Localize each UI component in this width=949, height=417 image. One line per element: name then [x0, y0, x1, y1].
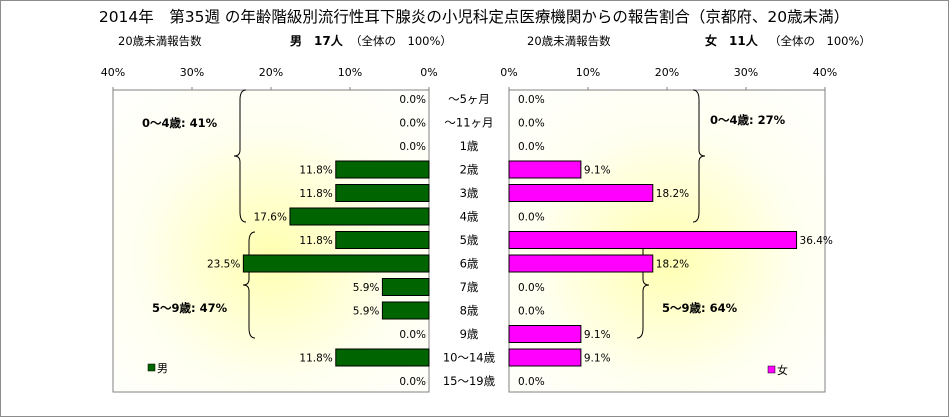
- male-bar: [289, 207, 430, 226]
- left-group2-label: 5～9歳: 47%: [152, 301, 228, 315]
- male-bar: [335, 160, 430, 179]
- female-value-label: 36.4%: [800, 235, 833, 247]
- male-value-label: 0.0%: [399, 329, 426, 341]
- left-x-tick-label: 30%: [180, 66, 204, 79]
- right-group2-label: 5～9歳: 64%: [662, 301, 738, 315]
- male-value-label: 5.9%: [353, 282, 380, 294]
- male-bar: [381, 278, 430, 296]
- category-label: 9歳: [460, 327, 479, 341]
- legend-female-swatch: [767, 365, 776, 374]
- category-label: 8歳: [460, 304, 479, 318]
- left-bracket-0-4: [233, 89, 247, 223]
- female-value-label: 9.1%: [584, 353, 611, 365]
- female-value-label: 18.2%: [656, 188, 689, 200]
- category-label: 10～14歳: [443, 351, 496, 365]
- category-label: 7歳: [460, 280, 479, 294]
- female-value-label: 0.0%: [518, 212, 545, 224]
- category-label: 6歳: [460, 257, 479, 271]
- female-value-label: 9.1%: [584, 329, 611, 341]
- female-value-label: 0.0%: [518, 306, 545, 318]
- female-value-label: 0.0%: [518, 141, 545, 153]
- male-value-label: 11.8%: [299, 188, 332, 200]
- male-value-label: 0.0%: [399, 118, 426, 130]
- male-bar: [335, 348, 430, 367]
- category-label: 5歳: [460, 233, 479, 247]
- category-label: 4歳: [460, 210, 479, 224]
- left-subtitle: 20歳未満報告数: [118, 34, 202, 48]
- right-x-tick-label: 30%: [734, 66, 758, 79]
- female-bar: [508, 325, 582, 343]
- right-x-tick-label: 0%: [500, 66, 517, 79]
- category-label: ～5ヶ月: [448, 92, 490, 106]
- category-label: ～11ヶ月: [444, 116, 493, 130]
- male-value-label: 11.8%: [299, 353, 332, 365]
- left-count-label: 男 17人: [290, 33, 344, 48]
- male-bar: [242, 254, 430, 273]
- left-x-tick-label: 0%: [420, 66, 437, 79]
- female-bar: [508, 184, 654, 202]
- right-group1-label: 0～4歳: 27%: [710, 113, 786, 127]
- category-label: 1歳: [460, 139, 479, 153]
- male-value-label: 11.8%: [299, 235, 332, 247]
- right-subtitle: 20歳未満報告数: [527, 34, 611, 48]
- legend-male-swatch: [147, 363, 156, 372]
- right-x-tick-label: 40%: [813, 66, 837, 79]
- left-x-tick-label: 40%: [101, 66, 125, 79]
- male-value-label: 17.6%: [254, 212, 287, 224]
- right-total-label: （全体の 100%）: [769, 34, 871, 48]
- right-bracket-0-4: [692, 89, 706, 223]
- category-label: 2歳: [460, 163, 479, 177]
- male-value-label: 23.5%: [207, 259, 240, 271]
- category-label: 15～19歳: [443, 374, 496, 388]
- left-bracket-5-9: [242, 231, 256, 339]
- male-value-label: 11.8%: [299, 165, 332, 177]
- female-bar: [508, 231, 798, 249]
- category-label: 3歳: [460, 186, 479, 200]
- left-total-label: （全体の 100%）: [350, 34, 452, 48]
- female-value-label: 0.0%: [518, 376, 545, 388]
- female-bar: [508, 254, 654, 273]
- legend-male-label: 男: [157, 362, 168, 375]
- left-group1-label: 0～4歳: 41%: [142, 116, 218, 130]
- right-count-label: 女 11人: [705, 33, 759, 48]
- legend-female-label: 女: [777, 363, 788, 377]
- female-value-label: 0.0%: [518, 118, 545, 130]
- male-bar: [381, 301, 430, 320]
- female-value-label: 18.2%: [656, 259, 689, 271]
- male-value-label: 5.9%: [353, 306, 380, 318]
- left-x-tick-label: 20%: [259, 66, 283, 79]
- male-bar: [335, 184, 430, 202]
- chart-title: 2014年 第35週 の年齢階級別流行性耳下腺炎の小児科定点医療機関からの報告割…: [99, 8, 849, 26]
- female-bar: [508, 348, 582, 367]
- male-bar: [335, 231, 430, 249]
- right-x-tick-label: 20%: [655, 66, 679, 79]
- male-value-label: 0.0%: [399, 94, 426, 106]
- left-x-tick-label: 10%: [338, 66, 362, 79]
- female-value-label: 0.0%: [518, 282, 545, 294]
- female-value-label: 9.1%: [584, 165, 611, 177]
- right-x-tick-label: 10%: [576, 66, 600, 79]
- female-value-label: 0.0%: [518, 94, 545, 106]
- male-value-label: 0.0%: [399, 376, 426, 388]
- male-value-label: 0.0%: [399, 141, 426, 153]
- female-bar: [508, 160, 582, 179]
